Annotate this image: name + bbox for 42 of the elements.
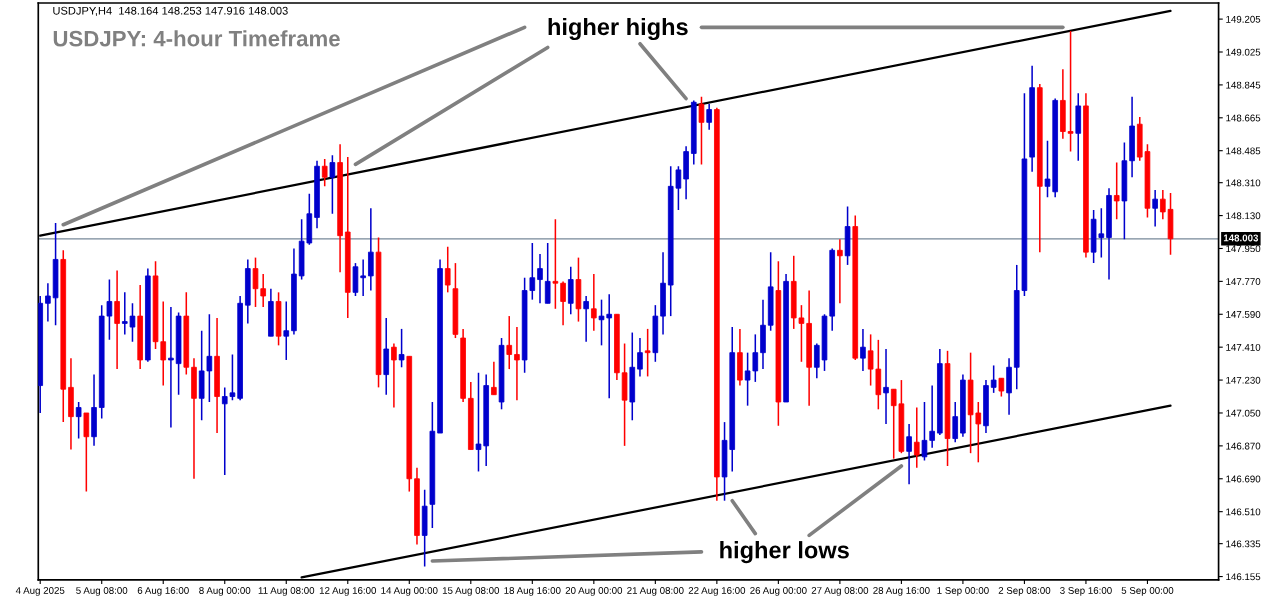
x-tick-label: 22 Aug 16:00 (688, 587, 746, 596)
y-tick-label: 146.690 (1226, 475, 1261, 483)
y-tick-label: 147.230 (1226, 376, 1261, 384)
y-tick-label: 148.485 (1226, 147, 1261, 155)
x-tick-label: 12 Aug 16:00 (319, 587, 377, 596)
y-tick-label: 146.155 (1226, 573, 1261, 581)
y-tick-label: 147.770 (1226, 278, 1261, 285)
x-tick-label: 15 Aug 08:00 (442, 587, 500, 596)
y-tick-label: 147.590 (1226, 311, 1261, 318)
y-tick-label: 148.310 (1226, 179, 1261, 187)
x-tick-label: 3 Sep 16:00 (1060, 587, 1112, 596)
ref-line-label: 148.003 (1223, 234, 1259, 242)
x-tick-label: 21 Aug 08:00 (627, 587, 684, 596)
y-tick-label: 147.410 (1226, 343, 1261, 351)
y-tick-label: 148.665 (1226, 114, 1261, 122)
y-tick-label: 146.510 (1226, 508, 1261, 516)
annotation: USDJPY,H4 148.164 148.253 147.916 148.003 (53, 6, 288, 16)
text: USDJPY: 4-hour Timeframe (53, 30, 340, 47)
y-tick-label: 147.950 (1226, 245, 1261, 253)
x-tick-label: 18 Aug 16:00 (504, 587, 561, 596)
y-tick-label: 149.025 (1226, 48, 1261, 56)
x-tick-label: 2 Sep 08:00 (998, 587, 1051, 596)
annotation: higher lows (720, 541, 849, 564)
x-tick-label: 5 Sep 00:00 (1121, 587, 1174, 596)
x-tick-label: 4 Aug 2025 (15, 587, 65, 596)
x-tick-label: 6 Aug 16:00 (137, 587, 189, 596)
x-tick-label: 27 Aug 08:00 (811, 587, 869, 596)
x-tick-label: 11 Aug 08:00 (258, 587, 315, 596)
x-tick-label: 28 Aug 16:00 (873, 587, 930, 596)
y-tick-label: 146.870 (1226, 442, 1261, 450)
x-tick-label: 1 Sep 00:00 (937, 587, 989, 596)
y-tick-label: 147.050 (1226, 409, 1261, 417)
x-tick-label: 8 Aug 00:00 (199, 587, 251, 596)
x-tick-label: 20 Aug 00:00 (565, 587, 623, 596)
x-tick-label: 26 Aug 00:00 (750, 587, 807, 596)
y-tick-label: 148.130 (1226, 212, 1261, 220)
annotation: higher highs (548, 17, 688, 41)
y-tick-label: 146.335 (1226, 540, 1261, 548)
y-tick-label: 149.205 (1226, 15, 1261, 23)
x-tick-label: 14 Aug 00:00 (381, 587, 438, 596)
y-tick-label: 148.845 (1226, 81, 1261, 89)
x-tick-label: 5 Aug 08:00 (76, 587, 128, 596)
